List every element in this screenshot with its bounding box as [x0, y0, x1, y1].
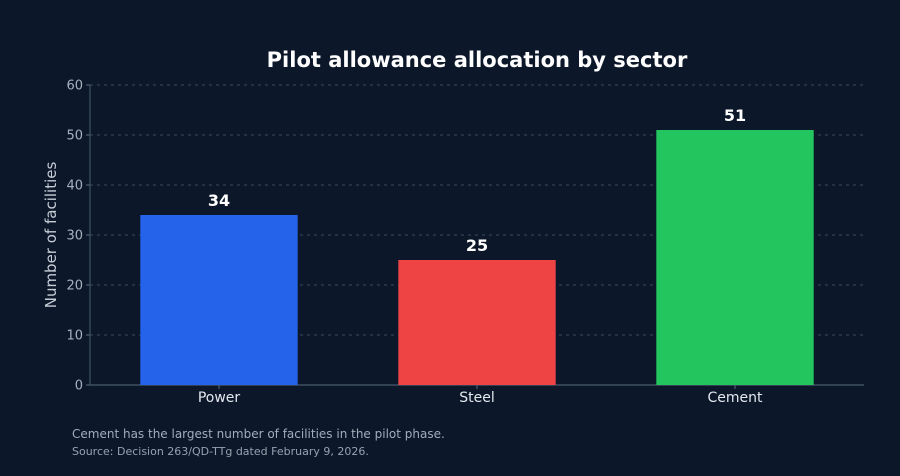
x-tick-label-power: Power: [198, 390, 241, 406]
bars: [140, 130, 814, 385]
y-tick-label: 20: [66, 279, 83, 294]
y-tick-label: 10: [66, 329, 83, 344]
value-label-power: 34: [208, 191, 230, 210]
chart-source: Source: Decision 263/QD-TTg dated Februa…: [72, 445, 369, 458]
bar-power: [140, 215, 298, 385]
labels: 0 10 20 30 40 50 60 34 Power 25 Steel 51 Cement: [66, 79, 763, 407]
bar-steel: [398, 260, 556, 385]
y-tick-label: 50: [66, 129, 83, 144]
y-tick-label: 0: [75, 379, 83, 394]
value-label-steel: 25: [466, 236, 488, 255]
x-tick-label-cement: Cement: [707, 390, 763, 406]
y-tick-label: 60: [66, 79, 83, 94]
y-axis-title: Number of facilities: [42, 162, 60, 309]
bar-chart: Pilot allowance allocation by sector Num…: [42, 48, 864, 407]
value-label-cement: 51: [724, 106, 746, 125]
x-tick-label-steel: Steel: [459, 390, 495, 406]
chart-caption: Cement has the largest number of facilit…: [72, 427, 445, 441]
bar-cement: [656, 130, 814, 385]
chart-title: Pilot allowance allocation by sector: [267, 48, 688, 72]
y-tick-label: 30: [66, 229, 83, 244]
y-tick-label: 40: [66, 179, 83, 194]
